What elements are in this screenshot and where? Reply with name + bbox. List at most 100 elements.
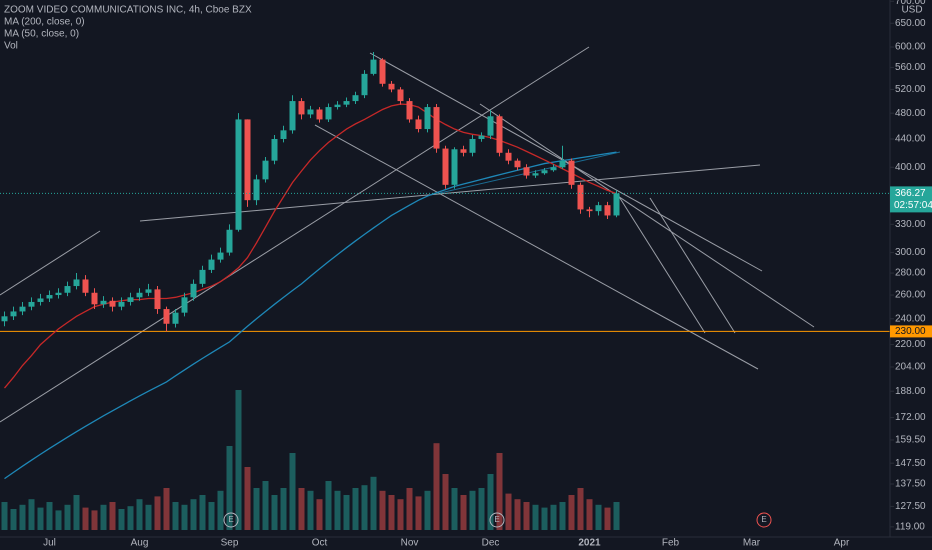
volume-bar [370,476,377,530]
legend-entry: MA (50, close, 0) [4,29,79,40]
candle-body [127,297,134,302]
candle-body [262,160,269,180]
candle-body [541,170,548,174]
candle-body [424,107,431,130]
y-tick-label: 280.00 [895,268,926,279]
x-tick-label: 2021 [578,538,601,549]
candle-body [235,119,242,230]
volume-bar [316,499,323,530]
last-price-tag [890,186,932,213]
volume-bar [136,499,143,530]
candle-body [298,101,305,115]
volume-bar [595,504,602,530]
candle-body [559,160,566,168]
candle-body [19,306,26,312]
candle-body [28,301,35,307]
x-tick-label: Feb [662,538,680,549]
volume-bar [334,490,341,530]
volume-bar [379,490,386,530]
volume-bar [244,467,251,530]
x-tick-label: Sep [221,538,239,549]
volume-bar [424,490,431,530]
currency: USD [901,5,922,16]
x-tick-label: Dec [482,538,500,549]
y-tick-label: 188.00 [895,386,926,397]
volume-bar [280,488,287,530]
volume-bar [82,507,89,530]
volume-bar [577,488,584,530]
y-tick-label: 520.00 [895,84,926,95]
volume-bar [19,504,26,530]
volume-bar [613,502,620,530]
candle-body [406,101,413,120]
candle-body [442,148,449,185]
volume-bar [181,504,188,530]
volume-bar [127,506,134,530]
x-tick-label: Jul [43,538,56,549]
candle-body [595,205,602,212]
y-tick-label: 204.00 [895,362,926,373]
trend-line [0,46,590,423]
volume-bar [172,502,179,530]
volume-bar [226,446,233,530]
candle-body [73,279,80,287]
volume-bar [298,488,305,530]
candle-body [532,173,539,176]
volume-bar [586,499,593,530]
legend-entry: MA (200, close, 0) [4,17,85,28]
title: ZOOM VIDEO COMMUNICATIONS INC, 4h, Cboe … [4,5,252,16]
y-tick-label: 480.00 [895,108,926,119]
volume-bar [46,502,53,530]
volume-bar [163,488,170,530]
volume-bar [1,502,8,530]
volume-bar [532,504,539,530]
volume-bar [343,495,350,530]
candle-body [307,109,314,115]
volume-bar [289,453,296,530]
y-tick-label: 560.00 [895,62,926,73]
candle-body [361,73,368,96]
x-tick-label: Oct [312,538,328,549]
candle-body [577,184,584,210]
candle-body [10,311,17,317]
moving-average [4,151,617,480]
legend-entry: Vol [4,41,18,52]
volume-bar [559,502,566,530]
volume-bar [109,502,116,530]
earnings-marker [223,512,239,528]
candle-body [244,119,251,201]
volume-bar [262,481,269,530]
level-tag [890,325,932,338]
candle-body [586,209,593,212]
y-tick-label: 147.50 [895,458,926,469]
candle-body [100,300,107,305]
candle-body [415,119,422,130]
candle-body [181,297,188,313]
y-tick-label: 600.00 [895,42,926,53]
candle-body [460,149,467,153]
x-tick-label: Apr [834,538,850,549]
candle-body [334,104,341,108]
volume-bar [10,509,17,530]
volume-bar [388,495,395,530]
volume-bar [37,507,44,530]
x-tick-label: Aug [131,538,149,549]
candle-body [145,289,152,293]
volume-bar [514,499,521,530]
candle-body [208,259,215,270]
x-tick-label: Mar [743,538,761,549]
volume-bar [73,495,80,530]
volume-bar [307,490,314,530]
volume-bar [55,510,62,530]
y-tick-label: 159.50 [895,435,926,446]
candle-body [496,116,503,153]
candle-body [451,149,458,185]
volume-bar [433,443,440,530]
y-tick-label: 240.00 [895,313,926,324]
volume-bar [118,509,125,530]
y-tick-label: 220.00 [895,339,926,350]
y-tick-label: 260.00 [895,290,926,301]
volume-bar [28,499,35,530]
